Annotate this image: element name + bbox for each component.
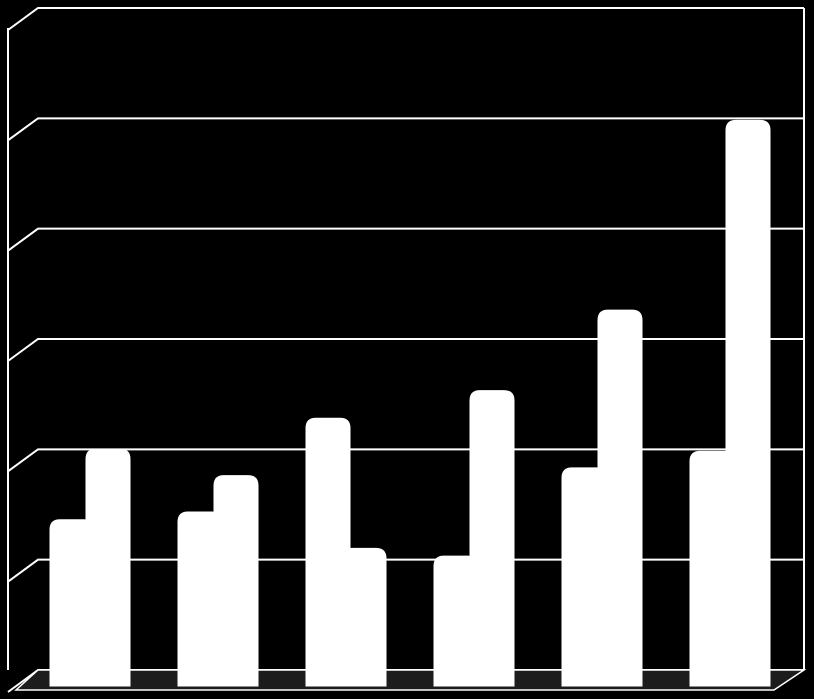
gridline xyxy=(7,558,804,583)
bar-series2-cat6 xyxy=(725,119,771,687)
chart-floor xyxy=(14,669,807,691)
gridline xyxy=(7,7,804,31)
gridline xyxy=(7,227,804,252)
bar-series1-cat3 xyxy=(305,417,351,687)
bar-series2-cat3 xyxy=(341,547,387,687)
bars xyxy=(49,119,771,687)
bar-series2-cat1 xyxy=(85,448,131,687)
floor-plane xyxy=(14,669,807,691)
gridline xyxy=(7,448,804,473)
bar-series2-cat5 xyxy=(597,309,643,687)
bar-series2-cat2 xyxy=(213,475,259,687)
gridline xyxy=(7,117,804,142)
gridline xyxy=(7,338,804,362)
gridlines xyxy=(7,7,805,693)
bar-series2-cat4 xyxy=(469,390,515,687)
